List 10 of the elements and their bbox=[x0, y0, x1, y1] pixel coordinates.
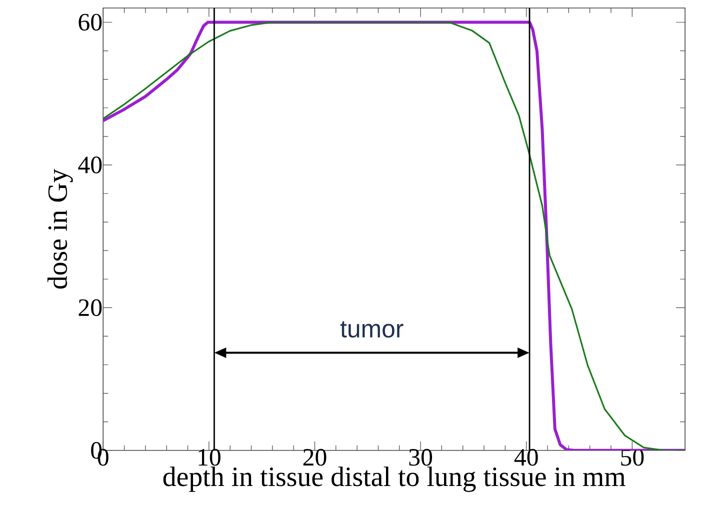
x-tick-label: 40 bbox=[514, 448, 538, 466]
y-axis-title: dose in Gy bbox=[47, 168, 73, 289]
annotation: tumor bbox=[340, 321, 404, 338]
x-tick-label: 20 bbox=[303, 448, 326, 466]
y-tick-label: 20 bbox=[78, 299, 102, 316]
x-axis-title: depth in tissue distal to lung tissue in mm bbox=[163, 466, 626, 492]
y-tick-label: 40 bbox=[78, 156, 102, 174]
y-tick-label: 60 bbox=[78, 14, 102, 31]
x-tick-label: 10 bbox=[198, 448, 220, 466]
x-tick-label: 30 bbox=[409, 448, 432, 466]
